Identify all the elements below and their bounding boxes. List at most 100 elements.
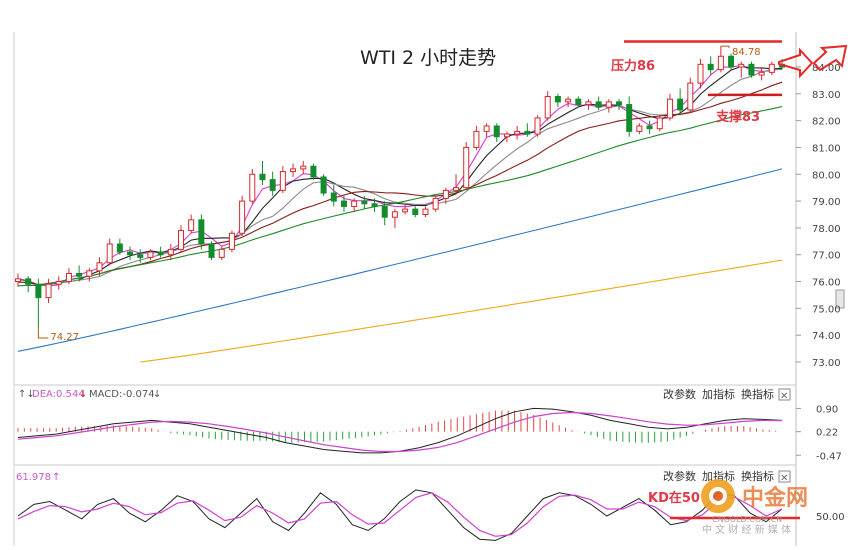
price-tick-label: 81.00 bbox=[812, 143, 841, 154]
price-tick-label: 74.00 bbox=[812, 331, 841, 342]
candle-up bbox=[687, 82, 694, 111]
candle-up bbox=[565, 98, 572, 103]
price-tick-label: 78.00 bbox=[812, 224, 841, 235]
macd-value: MACD:-0.074 bbox=[89, 389, 155, 400]
kd-tick-label: 50.00 bbox=[816, 512, 845, 523]
macd-params-button[interactable]: 改参数 bbox=[663, 387, 696, 401]
macd-dea-line bbox=[17, 411, 783, 453]
candle-up bbox=[432, 197, 439, 210]
candle-down bbox=[677, 98, 684, 111]
candle-down bbox=[524, 130, 531, 135]
candle-up bbox=[177, 230, 184, 250]
macd-add-indicator-button[interactable]: 加指标 bbox=[702, 387, 735, 401]
watermark-domain: CNGOLD.COM.CN bbox=[712, 515, 782, 524]
price-tick-label: 83.00 bbox=[812, 90, 841, 101]
price-tick-label: 75.00 bbox=[812, 304, 841, 315]
candle-up bbox=[514, 130, 521, 135]
candle-up bbox=[738, 63, 745, 68]
candle-down bbox=[310, 165, 317, 178]
resistance-label: 压力86 bbox=[611, 58, 655, 74]
candle-down bbox=[116, 243, 123, 253]
scrollbar-thumb[interactable] bbox=[835, 289, 845, 309]
price-tick-label: 77.00 bbox=[812, 251, 841, 262]
main-panel bbox=[14, 32, 795, 384]
candle-down bbox=[412, 208, 419, 216]
candle-up bbox=[402, 208, 409, 213]
watermark: 中金网 CNGOLD.COM.CN 中 文 财 经 新 媒 体 bbox=[701, 479, 808, 536]
svg-text:↑↓: ↑↓ bbox=[18, 389, 35, 400]
candle-down bbox=[320, 176, 327, 194]
macd-switch-indicator-button[interactable]: 换指标 bbox=[741, 387, 774, 401]
chart-title: WTI 2 小时走势 bbox=[360, 47, 496, 69]
macd-tick-label: -0.47 bbox=[816, 451, 842, 462]
macd-axis: 0.90 0.22 -0.47 bbox=[796, 404, 842, 462]
candle-up bbox=[239, 200, 246, 234]
candle-up bbox=[463, 146, 470, 189]
candle-up bbox=[351, 200, 358, 207]
kd-close-icon: × bbox=[780, 473, 788, 484]
candle-up bbox=[534, 117, 541, 135]
candle-down bbox=[361, 200, 368, 205]
moving-average-lines bbox=[17, 64, 783, 363]
ma-line-ma-black bbox=[17, 65, 783, 286]
kd-axis: 50.00 bbox=[816, 512, 845, 523]
candle-down bbox=[371, 203, 378, 207]
candle-up bbox=[45, 283, 52, 299]
candle-down bbox=[728, 55, 735, 68]
kd-params-button[interactable]: 改参数 bbox=[663, 469, 696, 483]
low-marker bbox=[37, 327, 49, 339]
candle-up bbox=[758, 71, 765, 76]
candle-down bbox=[137, 254, 144, 258]
kd-switch-indicator-button[interactable]: 换指标 bbox=[741, 469, 774, 483]
candle-down bbox=[157, 251, 164, 256]
macd-histogram bbox=[17, 410, 777, 443]
candle-down bbox=[208, 243, 215, 258]
candle-down bbox=[575, 98, 582, 106]
candle-up bbox=[106, 243, 113, 264]
candle-up bbox=[717, 55, 724, 71]
svg-text:↑: ↑ bbox=[52, 472, 60, 483]
candle-up bbox=[483, 125, 490, 132]
macd-dea-value: DEA:0.544 bbox=[32, 389, 85, 400]
low-label: 74.27 bbox=[50, 332, 79, 343]
macd-close-button[interactable] bbox=[778, 388, 791, 401]
support-label: 支撑83 bbox=[715, 109, 760, 125]
high-label: 84.78 bbox=[732, 47, 761, 58]
price-tick-label: 84.00 bbox=[812, 63, 841, 74]
candle-down bbox=[35, 283, 42, 299]
candle-down bbox=[198, 219, 205, 245]
price-tick-label: 82.00 bbox=[812, 117, 841, 128]
kd-close-button[interactable] bbox=[778, 470, 791, 483]
high-marker bbox=[720, 45, 730, 49]
candle-down bbox=[25, 278, 32, 285]
candle-up bbox=[391, 211, 398, 218]
macd-tick-label: 0.90 bbox=[816, 404, 838, 415]
candle-up bbox=[442, 189, 449, 199]
candle-down bbox=[340, 200, 347, 207]
kd-k-value: 61.978 bbox=[16, 472, 51, 483]
candle-down bbox=[493, 125, 500, 138]
ma-line-ma-brown bbox=[17, 81, 783, 286]
candle-down bbox=[748, 63, 755, 76]
svg-text:↓: ↓ bbox=[153, 389, 161, 400]
candle-up bbox=[167, 248, 174, 256]
candle-down bbox=[616, 101, 623, 106]
price-tick-label: 76.00 bbox=[812, 278, 841, 289]
macd-close-icon: × bbox=[780, 391, 788, 402]
kd-annotation: KD在50 bbox=[648, 490, 700, 506]
candle-down bbox=[554, 96, 561, 103]
candle-up bbox=[147, 251, 154, 258]
candle-up bbox=[96, 262, 103, 272]
kd-add-indicator-button[interactable]: 加指标 bbox=[702, 469, 735, 483]
candle-down bbox=[707, 63, 714, 71]
candle-down bbox=[626, 104, 633, 132]
candle-up bbox=[768, 63, 775, 73]
candle-up bbox=[656, 117, 663, 130]
candle-up bbox=[279, 171, 286, 191]
ma-line-ma-blue bbox=[17, 168, 783, 352]
svg-text:↓: ↓ bbox=[79, 389, 87, 400]
candle-up bbox=[636, 125, 643, 132]
candle-down bbox=[381, 205, 388, 218]
candle-up bbox=[585, 101, 592, 106]
